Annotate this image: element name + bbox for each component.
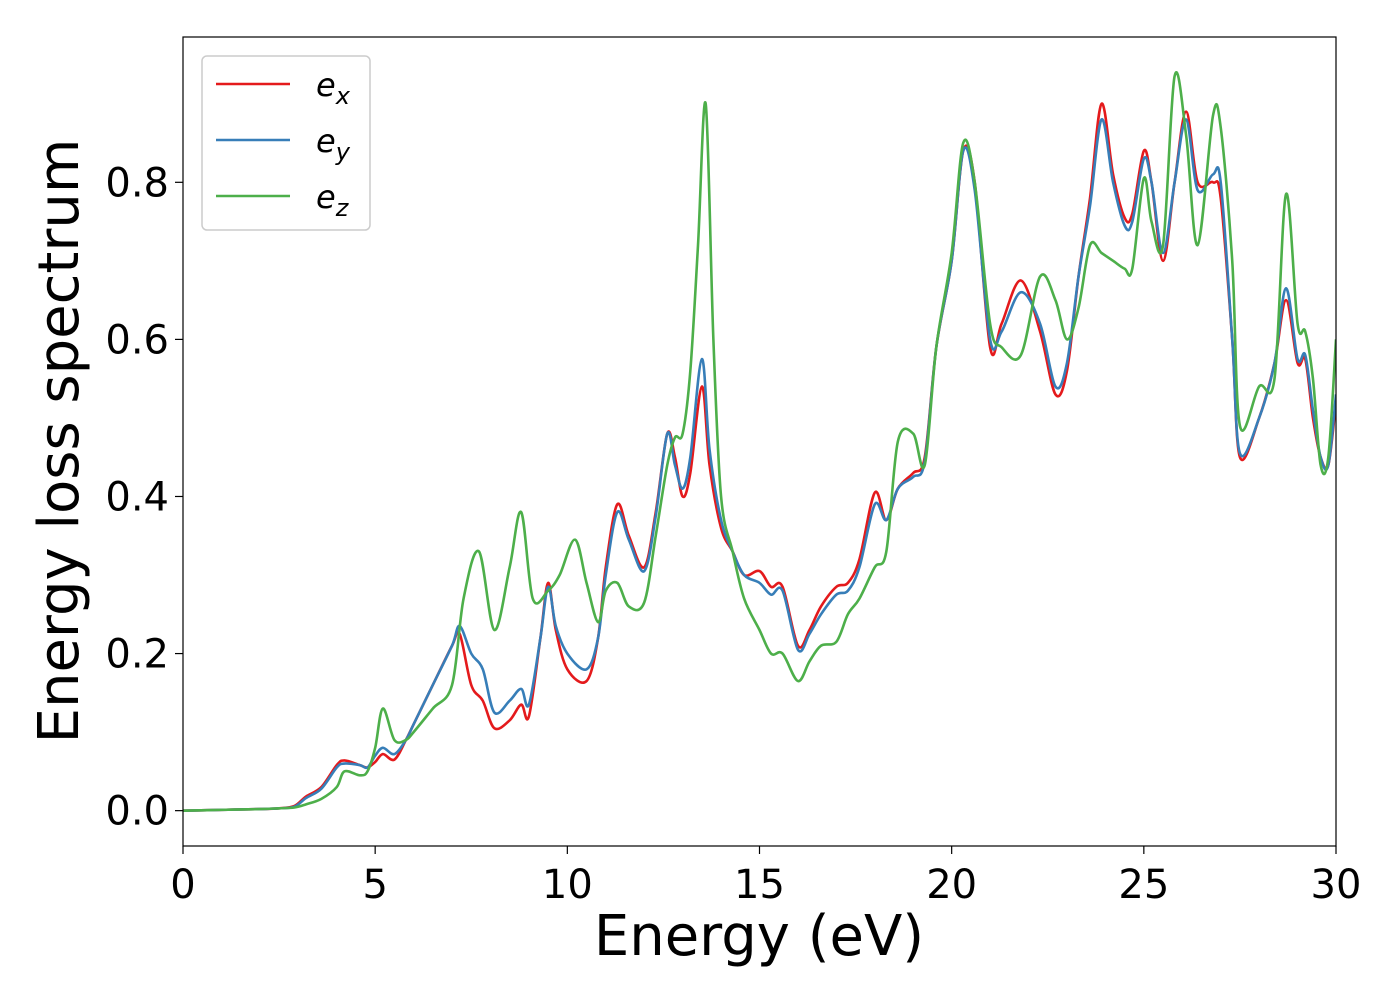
legend-label-e-z: ez xyxy=(316,178,350,222)
x-tick-label: 20 xyxy=(926,862,977,908)
y-tick-label: 0.2 xyxy=(105,632,169,678)
x-tick-label: 25 xyxy=(1118,862,1169,908)
y-tick-label: 0.4 xyxy=(105,474,169,520)
x-tick-label: 10 xyxy=(542,862,593,908)
x-tick-label: 30 xyxy=(1311,862,1362,908)
y-tick-label: 0.6 xyxy=(105,317,169,363)
legend: ex ey ez xyxy=(201,55,371,231)
y-axis: 0.0 0.2 0.4 0.6 0.8 xyxy=(105,160,183,835)
legend-box xyxy=(201,55,371,231)
y-tick-label: 0.0 xyxy=(105,789,169,835)
series-line-e-y xyxy=(183,118,1336,812)
plot-background xyxy=(183,37,1336,846)
x-axis-label: Energy (eV) xyxy=(594,904,924,969)
x-axis: 0 5 10 15 20 25 30 xyxy=(170,846,1361,908)
series-line-e-z xyxy=(183,71,1336,812)
legend-label-e-y: ey xyxy=(316,122,351,166)
x-tick-label: 5 xyxy=(362,862,387,908)
series-layer xyxy=(183,71,1336,812)
x-tick-label: 15 xyxy=(734,862,785,908)
y-axis-label: Energy loss spectrum xyxy=(27,139,92,744)
legend-label-e-x: ex xyxy=(316,66,351,110)
y-tick-label: 0.8 xyxy=(105,160,169,206)
x-tick-label: 0 xyxy=(170,862,195,908)
